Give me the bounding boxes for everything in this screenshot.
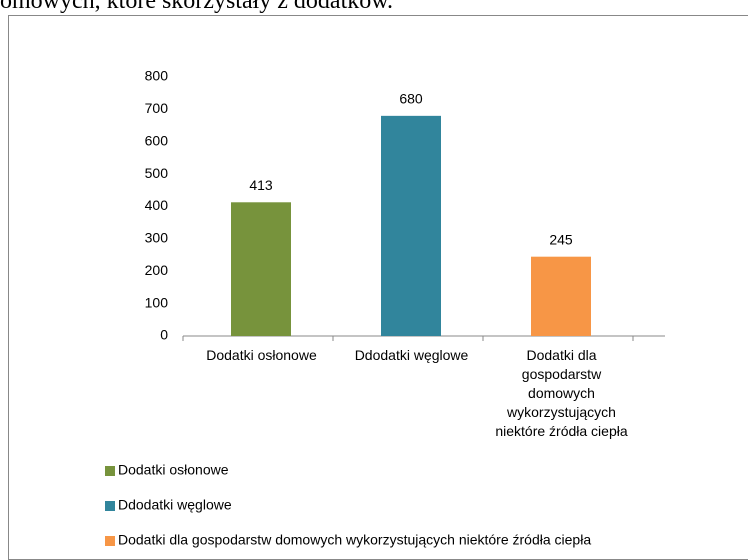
y-tick-label: 0	[160, 327, 168, 343]
y-tick-label: 700	[145, 100, 169, 116]
x-tick-label: Dodatki osłonowe	[206, 347, 317, 363]
y-tick-label: 300	[145, 230, 169, 246]
y-tick-label: 800	[145, 68, 169, 84]
x-tick-label: Ddodatki węglowe	[354, 347, 469, 363]
legend-label: Dodatki dla gospodarstw domowych wykorzy…	[118, 532, 591, 548]
x-tick-label: Dodatki dla gospodarstw domowych wykorzy…	[495, 347, 628, 439]
y-tick-label: 200	[145, 262, 169, 278]
legend-label: Ddodatki węglowe	[118, 497, 232, 513]
caption: domowych, które skorzystały z dodatków.	[0, 0, 394, 14]
y-tick-label: 600	[145, 132, 169, 148]
y-tick-label: 500	[145, 165, 169, 181]
legend-swatch	[105, 536, 115, 546]
data-label: 245	[549, 231, 573, 247]
bar	[381, 115, 441, 336]
legend-swatch	[105, 501, 115, 511]
y-tick-label: 400	[145, 197, 169, 213]
legend-label: Dodatki osłonowe	[118, 462, 229, 478]
bar	[231, 202, 291, 336]
bar	[531, 256, 591, 336]
data-label: 680	[399, 91, 423, 107]
data-label: 413	[249, 177, 273, 193]
y-tick-label: 100	[145, 294, 169, 310]
legend-swatch	[105, 466, 115, 476]
